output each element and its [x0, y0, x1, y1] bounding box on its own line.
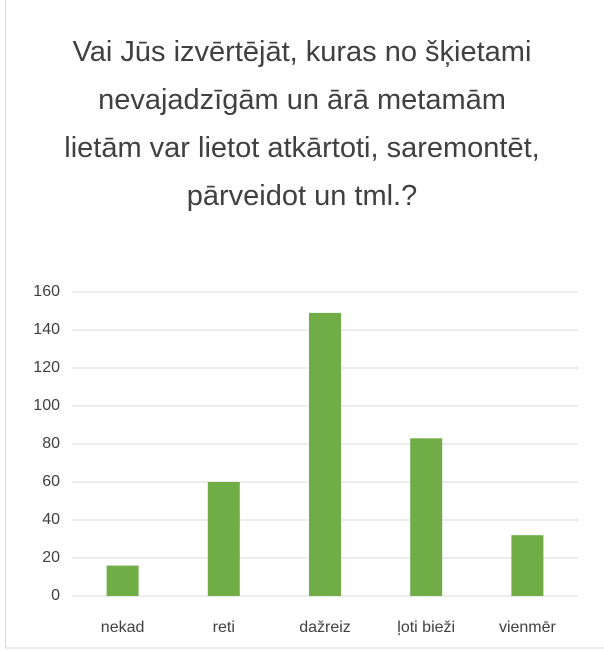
y-tick-label: 60 — [42, 473, 60, 490]
x-tick-label: dažreiz — [299, 619, 351, 636]
bar — [106, 565, 139, 596]
x-tick-label: reti — [213, 619, 235, 636]
y-tick-label: 0 — [51, 587, 60, 604]
x-tick-label: vienmēr — [499, 619, 557, 636]
y-tick-label: 80 — [42, 435, 60, 452]
y-tick-label: 20 — [42, 549, 60, 566]
bar — [511, 535, 544, 596]
y-tick-label: 160 — [33, 283, 60, 300]
bar — [309, 312, 341, 596]
y-tick-label: 120 — [33, 359, 60, 376]
y-tick-label: 40 — [42, 511, 60, 528]
x-tick-label: nekad — [101, 619, 145, 636]
y-tick-label: 100 — [33, 397, 60, 414]
bar — [410, 438, 443, 596]
chart-border — [5, 0, 604, 649]
x-tick-label: ļoti bieži — [397, 619, 455, 636]
chart-title: Vai Jūs izvērtējāt, kuras no šķietami ne… — [64, 36, 540, 212]
bar — [207, 482, 240, 596]
y-tick-label: 140 — [33, 321, 60, 338]
